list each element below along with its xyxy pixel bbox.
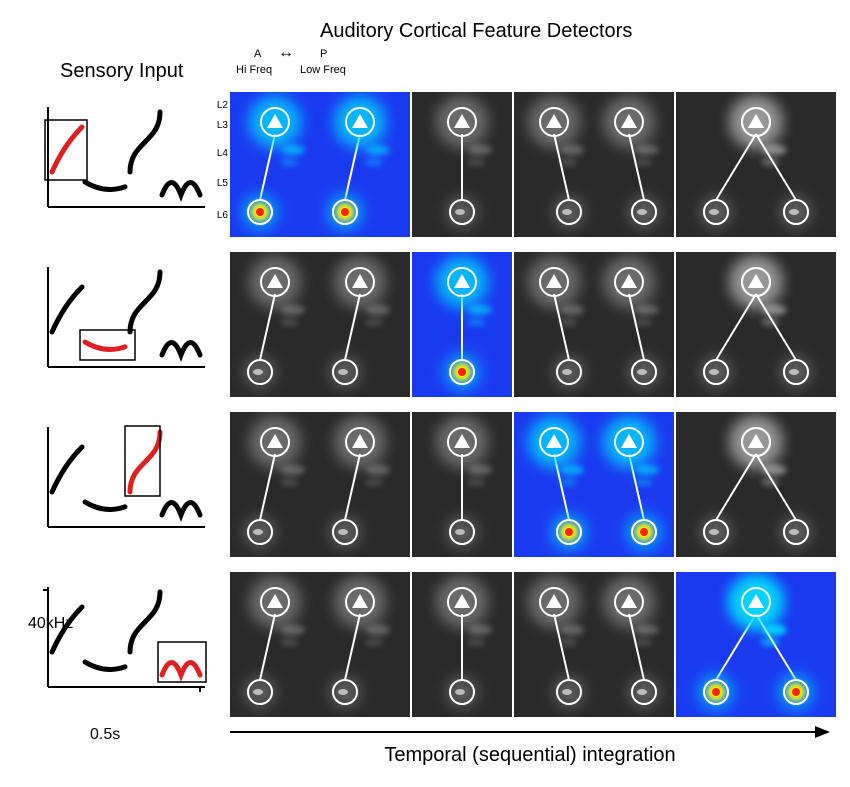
detector-strip-row-3	[230, 572, 830, 717]
detector-segment-r2-s1	[412, 412, 512, 557]
yaxis-label: 40kHz	[28, 615, 73, 633]
detector-segment-r1-s3	[676, 252, 836, 397]
layer-label-L3: L3	[210, 120, 228, 131]
annot-arrow: ↔	[278, 44, 294, 62]
detector-strip-row-1	[230, 252, 830, 397]
detector-strip-row-0	[230, 92, 830, 237]
sensory-input-row-0	[30, 92, 210, 237]
detector-segment-r3-s0	[230, 572, 410, 717]
detector-segment-r3-s3	[676, 572, 836, 717]
detector-segment-r0-s1	[412, 92, 512, 237]
layer-label-L6: L6	[210, 210, 228, 221]
annot-A: A	[254, 48, 261, 60]
sensory-input-row-2	[30, 412, 210, 557]
xaxis-label: 0.5s	[90, 726, 120, 744]
annot-hifreq: Hi Freq	[236, 64, 272, 76]
layer-label-L2: L2	[210, 100, 228, 111]
detector-strip-row-2	[230, 412, 830, 557]
sensory-title: Sensory Input	[60, 60, 183, 83]
detector-segment-r1-s2	[514, 252, 674, 397]
detector-segment-r1-s0	[230, 252, 410, 397]
detector-segment-r0-s0	[230, 92, 410, 237]
annot-lowfreq: Low Freq	[300, 64, 346, 76]
detector-segment-r2-s3	[676, 412, 836, 557]
layer-label-L4: L4	[210, 148, 228, 159]
main-title: Auditory Cortical Feature Detectors	[320, 20, 632, 43]
sensory-input-row-3	[30, 572, 210, 717]
sensory-input-row-1	[30, 252, 210, 397]
detector-segment-r0-s2	[514, 92, 674, 237]
detector-segment-r3-s2	[514, 572, 674, 717]
figure-root: Auditory Cortical Feature Detectors Sens…	[20, 20, 830, 767]
detector-segment-r0-s3	[676, 92, 836, 237]
detector-segment-r2-s0	[230, 412, 410, 557]
detector-segment-r2-s2	[514, 412, 674, 557]
detector-segment-r3-s1	[412, 572, 512, 717]
temporal-arrow	[230, 724, 830, 745]
bottom-label: Temporal (sequential) integration	[230, 744, 830, 767]
detector-segment-r1-s1	[412, 252, 512, 397]
layer-label-L5: L5	[210, 178, 228, 189]
annot-P: P	[320, 48, 327, 60]
